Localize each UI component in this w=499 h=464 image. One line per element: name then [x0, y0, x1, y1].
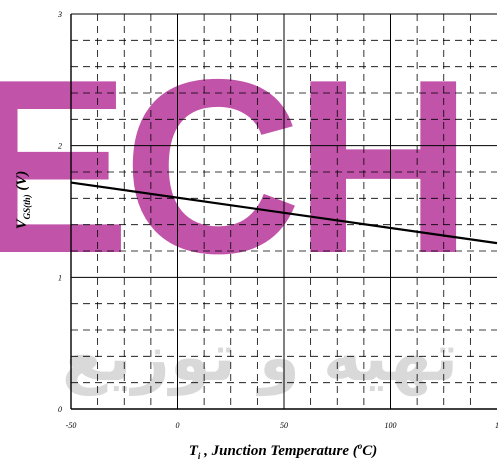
- x-axis-label-rest: , Junction Temperature (: [200, 443, 358, 459]
- x-tick-label: 100: [385, 421, 397, 430]
- y-tick-label: 3: [57, 10, 62, 19]
- y-tick-label: 2: [58, 142, 62, 151]
- x-axis-label-unit: C): [362, 443, 377, 459]
- y-axis-label-sub: GS(th): [22, 194, 32, 219]
- x-axis-label: Ti , Junction Temperature (oC): [189, 441, 378, 461]
- chart-grid: [70, 13, 497, 410]
- chart-ticks: -50 0 50 100 1 0 1 2 3: [57, 10, 499, 430]
- chart-series: [70, 181, 498, 245]
- x-tick-label: 1: [495, 421, 499, 430]
- watermark-text: ECH: [0, 27, 465, 305]
- watermark: ECH تهیه و توزیع: [0, 27, 473, 397]
- y-axis-label: VGS(th) (V): [14, 171, 32, 230]
- x-axis-label-sup: o: [358, 441, 363, 451]
- x-axis-label-main: T: [189, 443, 199, 459]
- x-tick-label: -50: [66, 421, 77, 430]
- x-axis-label-sub: i: [198, 451, 201, 461]
- watermark-arabic-text: تهیه و توزیع: [62, 319, 458, 397]
- y-axis-label-unit: (V): [14, 171, 30, 195]
- series-line-0: [70, 181, 498, 245]
- y-tick-label: 1: [58, 273, 62, 282]
- y-tick-label: 0: [58, 405, 62, 414]
- x-tick-label: 0: [176, 421, 180, 430]
- y-axis-label-main: V: [14, 217, 30, 229]
- x-tick-label: 50: [280, 421, 288, 430]
